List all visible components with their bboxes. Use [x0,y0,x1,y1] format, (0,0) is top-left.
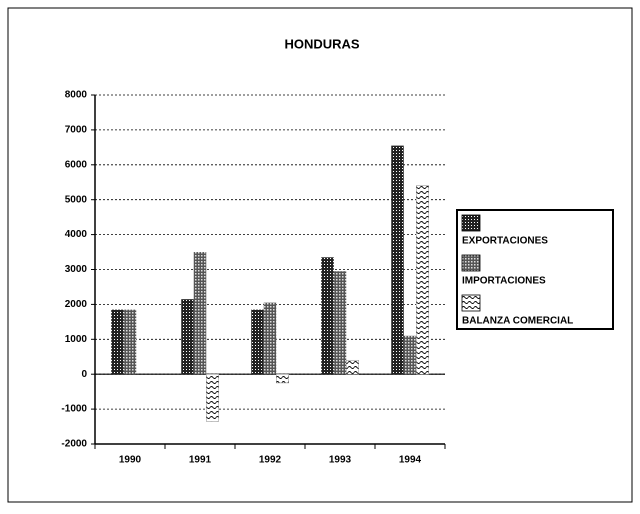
bar [416,185,429,375]
x-tick-label: 1993 [329,455,352,466]
y-tick-label: 2000 [65,299,88,310]
bar [321,257,334,375]
legend-swatch [461,294,481,312]
legend-label: IMPORTACIONES [462,276,546,287]
bar [206,373,219,422]
y-tick-label: 4000 [65,229,88,240]
bar [333,271,347,375]
legend-label: EXPORTACIONES [462,236,548,247]
x-tick-label: 1991 [189,455,212,466]
y-tick-label: 1000 [65,334,88,345]
bar [251,309,264,375]
x-tick-label: 1992 [259,455,282,466]
bar [403,335,417,375]
y-tick-label: 0 [81,369,87,380]
bar [181,299,194,375]
y-tick-label: -2000 [61,439,87,450]
y-tick-label: -1000 [61,404,87,415]
legend-swatch [461,254,481,272]
frame [7,7,633,503]
legend-swatch [461,214,481,232]
legend-box [456,209,614,330]
x-tick-label: 1994 [399,455,422,466]
chart-title: HONDURAS [284,36,359,51]
bar [391,145,404,375]
bar [193,252,207,375]
x-tick-label: 1990 [119,455,142,466]
bar [346,359,359,375]
y-tick-label: 7000 [65,125,88,136]
bar [123,309,137,375]
bar [111,309,124,375]
legend-label: BALANZA COMERCIAL [462,316,573,327]
y-tick-label: 5000 [65,194,88,205]
y-tick-label: 3000 [65,264,88,275]
bar [276,373,289,384]
y-tick-label: 6000 [65,159,88,170]
y-tick-label: 8000 [65,90,88,101]
bar [263,302,277,375]
